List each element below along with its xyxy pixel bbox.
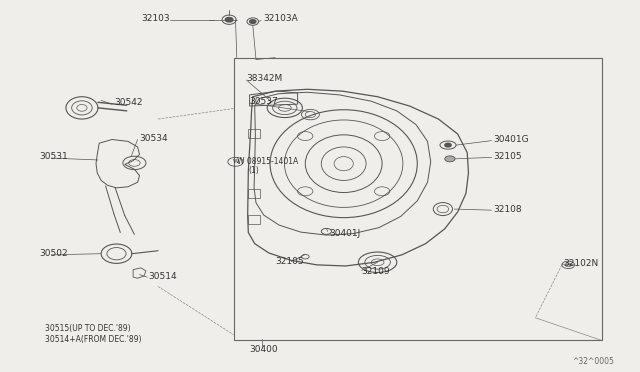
Text: 38342M: 38342M (246, 74, 283, 83)
Circle shape (445, 143, 451, 147)
Text: W: W (232, 159, 239, 164)
Circle shape (250, 20, 256, 23)
Text: 30514+A(FROM DEC.'89): 30514+A(FROM DEC.'89) (45, 335, 141, 344)
Text: 30537: 30537 (250, 97, 278, 106)
Text: 30534: 30534 (140, 134, 168, 143)
Text: 32108: 32108 (493, 205, 522, 214)
Bar (248, 189, 260, 198)
Circle shape (445, 156, 455, 162)
Text: 30400: 30400 (250, 345, 278, 354)
Text: 32103: 32103 (141, 15, 170, 23)
Text: 30401G: 30401G (493, 135, 529, 144)
Text: 30531: 30531 (40, 153, 68, 161)
Text: 30502: 30502 (40, 249, 68, 258)
Text: 32109: 32109 (362, 267, 390, 276)
Text: 32105: 32105 (275, 257, 304, 266)
Text: 30515(UP TO DEC.'89): 30515(UP TO DEC.'89) (45, 324, 131, 333)
Text: ^32^0005: ^32^0005 (573, 357, 614, 366)
Circle shape (225, 17, 233, 22)
Text: 32103A: 32103A (264, 14, 298, 23)
Text: 32105: 32105 (493, 152, 522, 161)
Text: (1): (1) (248, 166, 259, 174)
Text: W 08915-1401A: W 08915-1401A (237, 157, 298, 166)
Text: 32102N: 32102N (563, 259, 598, 267)
Bar (248, 129, 260, 138)
Bar (248, 215, 260, 224)
Bar (234, 58, 602, 340)
Text: 30514: 30514 (148, 272, 177, 280)
Text: 30401J: 30401J (329, 229, 360, 238)
Text: 30542: 30542 (114, 98, 143, 107)
